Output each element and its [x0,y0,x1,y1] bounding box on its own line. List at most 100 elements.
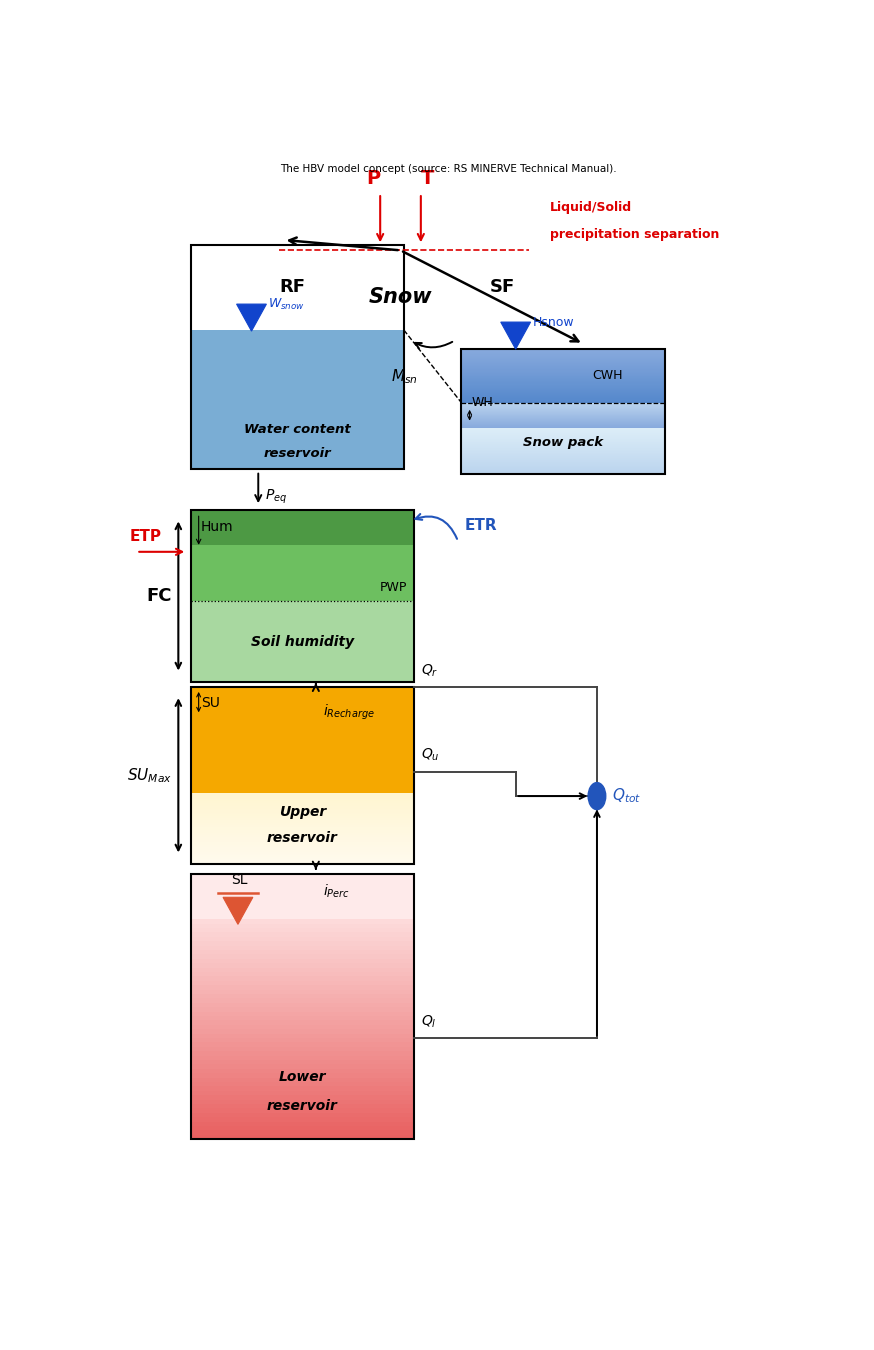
Bar [191,803,414,805]
Bar [191,998,414,1003]
Bar [191,780,414,783]
Bar [191,759,414,761]
Bar [191,1077,414,1081]
Bar [191,787,414,788]
Bar [191,811,414,813]
Bar [191,736,414,738]
Bar [191,923,414,927]
Bar [191,1007,414,1011]
Bar [191,844,414,845]
Text: $i_{Perc}$: $i_{Perc}$ [323,883,350,899]
Bar [191,772,414,774]
Bar [191,757,414,759]
Bar [191,805,414,806]
Text: $P_{eq}$: $P_{eq}$ [265,487,288,506]
Bar [191,791,414,792]
Bar [191,751,414,753]
Text: SU: SU [201,695,219,710]
Text: $Q_l$: $Q_l$ [421,1014,436,1030]
Bar [191,738,414,740]
Bar [191,1025,414,1029]
Bar [191,743,414,744]
Bar [191,763,414,765]
Bar [191,774,414,776]
Bar [191,725,414,728]
Bar [191,799,414,801]
Bar [191,784,414,787]
Bar [191,1021,414,1025]
Text: FC: FC [146,587,171,605]
Bar [191,830,414,832]
Bar [191,855,414,857]
Text: ETP: ETP [129,529,162,544]
Bar [191,1135,414,1139]
Bar [191,832,414,833]
Bar [191,814,414,815]
Bar [191,1064,414,1069]
Bar [191,788,414,791]
Bar [191,815,414,817]
Bar [191,331,404,468]
Bar [191,850,414,852]
Bar [191,709,414,710]
Bar [191,732,414,733]
Bar [191,1003,414,1007]
Bar [191,744,414,747]
Text: PWP: PWP [380,580,407,594]
Bar [191,699,414,702]
Bar [191,765,414,768]
Text: $SU_{Max}$: $SU_{Max}$ [127,765,171,784]
Bar [191,687,414,864]
Bar [191,1099,414,1104]
Circle shape [588,783,606,810]
Bar [191,1038,414,1042]
Text: Hum: Hum [201,520,233,535]
Bar [191,994,414,998]
Bar [191,1060,414,1064]
Bar [191,849,414,850]
Bar [191,687,414,688]
Bar [191,838,414,840]
Bar [191,747,414,748]
Bar [191,246,404,331]
Bar [191,852,414,853]
Text: $Q_r$: $Q_r$ [421,663,438,679]
Bar [191,859,414,860]
Bar [191,829,414,830]
Polygon shape [501,323,531,350]
Text: SL: SL [231,872,247,887]
Text: ETR: ETR [465,518,497,533]
Bar [191,853,414,855]
Bar [191,1130,414,1135]
Bar [191,721,414,724]
Bar [191,1122,414,1126]
Bar [191,510,414,544]
Bar [191,1056,414,1060]
Bar [191,698,414,699]
Text: WH: WH [472,397,494,409]
Bar [191,1034,414,1038]
Text: The HBV model concept (source: RS MINERVE Technical Manual).: The HBV model concept (source: RS MINERV… [280,165,616,174]
Bar [191,986,414,990]
Text: SF: SF [489,278,515,296]
Bar [191,795,414,798]
Bar [191,836,414,837]
Bar [191,755,414,757]
Bar [191,728,414,729]
Bar [191,1126,414,1130]
Bar [191,753,414,755]
Bar [191,810,414,811]
Bar [191,714,414,717]
Bar [191,1087,414,1091]
Bar [191,1091,414,1095]
Bar [191,783,414,784]
Text: $W_{snow}$: $W_{snow}$ [268,297,305,312]
Text: $Q_{tot}$: $Q_{tot}$ [612,787,641,806]
Bar [191,980,414,986]
Polygon shape [237,304,267,331]
Bar [191,1046,414,1052]
Bar [191,733,414,736]
Bar [191,950,414,954]
Bar [191,818,414,819]
Bar [191,819,414,821]
